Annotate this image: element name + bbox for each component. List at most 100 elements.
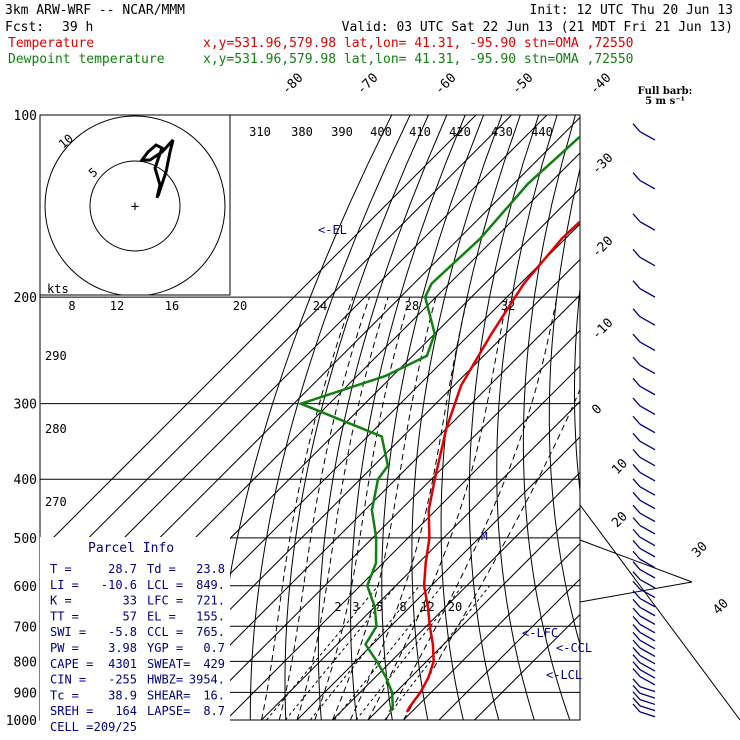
parcel-row-9-col-1: 164	[115, 704, 137, 718]
full-barb-label: Full barb:	[638, 86, 693, 97]
wind-barb-flag-10	[632, 415, 641, 425]
dry-adiabat-280	[317, 115, 448, 721]
wind-barb-25	[632, 598, 656, 617]
wind-barb-35	[632, 678, 656, 693]
moist-adiabat--10	[261, 296, 354, 721]
isotherm-20	[367, 507, 580, 721]
wind-barb-34	[632, 668, 656, 686]
dry-adiabat-360	[548, 166, 580, 647]
isotherm-label-30: 30	[689, 539, 711, 561]
wind-barb-31	[632, 646, 656, 665]
dry-adiabat-350	[522, 115, 576, 721]
wind-barb-shaft-31	[639, 654, 656, 665]
wind-barb-flag-33	[632, 661, 641, 671]
dry-adiabat-260	[249, 115, 411, 720]
adiabat-label-280: 280	[45, 422, 67, 436]
wind-barb-flag-38	[632, 697, 641, 707]
parcel-row-5-col-2: YGP =	[147, 641, 183, 655]
wind-barb-flag-28	[632, 624, 641, 633]
theta-label-400: 400	[370, 125, 392, 139]
hodograph-frame	[39, 114, 231, 296]
hodograph: 5 10 + kts	[39, 114, 231, 296]
wind-barb-shaft-8	[639, 385, 656, 396]
dry-adiabat-290	[350, 115, 466, 721]
pressure-tick-800: 800	[14, 655, 37, 670]
wind-barb-shaft-23	[639, 588, 656, 599]
isotherm-label--60: -60	[432, 71, 459, 98]
wind-barb-19	[632, 540, 656, 558]
parcel-row-9-col-0: SREH =	[50, 704, 93, 718]
wind-barb-21	[632, 561, 656, 579]
mixing-ratio-label-8: 8	[399, 600, 406, 614]
pressure-tick-400: 400	[14, 473, 37, 488]
wind-barb-flag-36	[632, 684, 641, 694]
wind-barb-shaft-1	[639, 179, 656, 190]
wind-barb-9	[632, 397, 656, 415]
wind-barb-14	[632, 478, 656, 496]
wind-barb-flag-24	[632, 589, 641, 599]
parcel-row-8-col-3: 16.	[203, 688, 225, 702]
parcel-row-4-col-1: -5.8	[108, 625, 137, 639]
wind-barb-shaft-7	[639, 364, 656, 375]
theta-label-380: 380	[291, 125, 313, 139]
pressure-tick-1000: 1000	[6, 714, 37, 729]
wind-barb-shaft-39	[639, 711, 656, 718]
wind-barb-28	[632, 624, 656, 642]
wind-barb-38	[632, 697, 656, 712]
wind-barb-flag-37	[632, 691, 641, 701]
theta-label-410: 410	[409, 125, 431, 139]
isotherm-label-0: 0	[589, 402, 605, 418]
dewpoint-legend: Dewpoint temperature	[8, 52, 165, 67]
wind-barb-37	[632, 691, 656, 706]
dry-adiabat-340	[496, 115, 558, 721]
wind-barb-shaft-2	[639, 221, 656, 231]
wind-barb-shaft-30	[639, 647, 656, 657]
dry-adiabat-300	[381, 115, 485, 721]
wind-barb-shaft-26	[639, 615, 656, 625]
wind-barb-1	[632, 172, 656, 190]
parcel-row-1-col-2: LCL =	[147, 578, 183, 592]
wind-barb-18	[632, 528, 656, 547]
wind-barb-flag-7	[632, 356, 641, 366]
dry-adiabat-440	[734, 115, 740, 720]
isotherm--110	[40, 115, 512, 588]
parcel-row-5-col-0: PW =	[50, 641, 79, 655]
wind-barb-flag-26	[632, 607, 641, 617]
wind-barb-shaft-13	[639, 471, 656, 482]
parcel-row-2-col-2: LFC =	[147, 594, 183, 608]
dry-adiabat-270	[284, 115, 429, 721]
parcel-row-1-col-1: -10.6	[101, 578, 137, 592]
theta-label-430: 430	[491, 125, 513, 139]
wind-barb-flag-14	[632, 478, 641, 488]
wind-barb-shaft-29	[639, 639, 656, 650]
mixing-ratio-label-2: 2	[334, 600, 341, 614]
isotherm--20	[225, 365, 580, 721]
speed-tick-8: 8	[68, 299, 75, 313]
isotherm-40	[438, 578, 580, 721]
wind-barb-26	[632, 607, 656, 625]
parcel-row-6-col-1: 4301	[108, 657, 137, 671]
dewpoint-location: x,y=531.96,579.98 lat,lon= 41.31, -95.90…	[203, 52, 633, 67]
wind-barb-flag-20	[632, 550, 641, 560]
wind-barb-flag-27	[632, 615, 641, 625]
wind-barb-5	[632, 308, 656, 326]
mixing-ratio-12	[355, 585, 463, 721]
wind-barb-flag-15	[632, 491, 641, 501]
mixing-ratio-20	[384, 585, 490, 721]
wind-barb-shaft-14	[639, 486, 656, 496]
wind-barb-36	[632, 684, 656, 699]
wind-barb-shaft-35	[639, 686, 656, 693]
isotherm-label--50: -50	[509, 71, 536, 98]
wind-barb-shaft-24	[639, 597, 656, 608]
parcel-row-7-col-2: HWBZ=	[147, 673, 183, 687]
pressure-tick-900: 900	[14, 686, 37, 701]
theta-labels: 310 380 390 400 410 420 430 440	[249, 125, 553, 139]
isotherm-label-10: 10	[609, 456, 631, 478]
parcel-row-10-col-1: 209/25	[94, 720, 137, 734]
parcel-row-4-col-0: SWI =	[50, 625, 86, 639]
isotherm-label--20: -20	[589, 234, 616, 261]
wind-barb-flag-23	[632, 580, 641, 590]
wind-barb-10	[632, 415, 656, 434]
dry-adiabat-370	[574, 284, 580, 496]
